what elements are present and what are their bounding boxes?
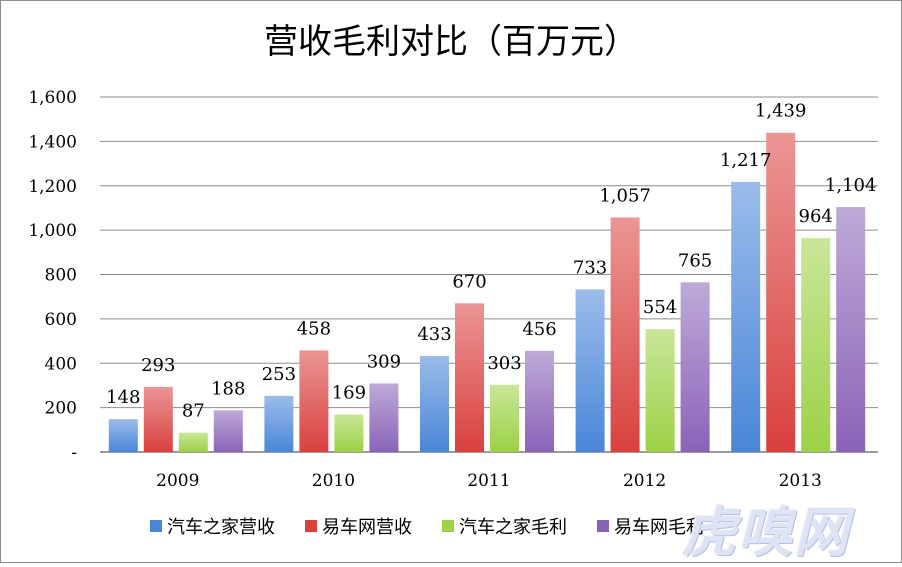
data-label: 458 (297, 318, 331, 339)
x-tick-label: 2009 (156, 471, 199, 491)
y-tick-label: 1,400 (28, 132, 77, 152)
bar (178, 432, 208, 452)
legend-swatch (150, 520, 162, 532)
bar (369, 383, 399, 452)
y-tick-label: 800 (45, 266, 77, 286)
y-axis-ticks: - 200 400 600 800 1,000 1,200 1,400 1,600 (28, 88, 77, 463)
data-label: 456 (522, 319, 556, 340)
bar (108, 419, 138, 452)
data-label: 1,439 (755, 101, 807, 122)
watermark-logo: 虎嗅网 (682, 501, 850, 564)
legend: 汽车之家营收 易车网营收 汽车之家毛利 易车网毛利 (150, 513, 770, 539)
data-label: 765 (678, 250, 712, 271)
data-label: 87 (182, 401, 205, 422)
bars (108, 132, 866, 453)
legend-swatch (442, 520, 454, 532)
bar (731, 181, 761, 452)
data-label: 293 (141, 355, 175, 376)
data-label: 253 (262, 364, 296, 385)
legend-item: 汽车之家营收 (150, 513, 275, 539)
legend-swatch (305, 520, 317, 532)
x-axis-ticks: 2009 2010 2011 2012 2013 (156, 471, 822, 491)
data-label: 188 (211, 378, 245, 399)
data-label: 309 (367, 351, 401, 372)
bar (264, 395, 294, 452)
legend-label: 易车网营收 (322, 517, 412, 538)
bar (575, 289, 605, 452)
bar (213, 410, 243, 452)
bar (525, 350, 554, 452)
bar (645, 329, 675, 452)
x-tick-label: 2010 (312, 471, 355, 491)
bar (455, 303, 484, 452)
data-label: 964 (799, 206, 833, 227)
y-tick-label: 600 (45, 310, 77, 330)
bar (680, 282, 710, 452)
x-tick-label: 2013 (779, 471, 822, 491)
data-label: 303 (487, 353, 521, 374)
y-tick-label: 200 (45, 399, 77, 419)
bar (610, 217, 640, 452)
data-label: 1,217 (720, 150, 772, 171)
data-label: 670 (452, 271, 486, 292)
bar (766, 132, 796, 453)
y-tick-label: 1,200 (28, 177, 77, 197)
bar (334, 414, 364, 452)
bar (420, 355, 449, 452)
chart-title: 营收毛利对比（百万元） (264, 22, 638, 62)
data-label: 1,057 (599, 185, 651, 206)
y-tick-label: 400 (45, 354, 77, 374)
legend-label: 易车网毛利 (614, 517, 704, 538)
y-tick-label: 1,000 (28, 221, 77, 241)
bar (801, 238, 831, 452)
legend-label: 汽车之家营收 (167, 517, 275, 538)
legend-item: 汽车之家毛利 (442, 513, 567, 539)
data-label: 433 (417, 324, 451, 345)
x-tick-label: 2011 (467, 471, 510, 491)
bar (490, 384, 519, 452)
y-tick-label: - (71, 443, 77, 463)
data-label: 148 (106, 387, 140, 408)
legend-item: 易车网毛利 (597, 513, 704, 539)
data-label: 554 (643, 297, 677, 318)
legend-item: 易车网营收 (305, 513, 412, 539)
y-tick-label: 1,600 (28, 88, 77, 108)
bar (836, 207, 866, 452)
bar (143, 386, 173, 452)
x-tick-label: 2012 (623, 471, 666, 491)
bar (299, 350, 329, 452)
data-label: 733 (573, 257, 607, 278)
legend-swatch (597, 520, 609, 532)
legend-label: 汽车之家毛利 (459, 517, 567, 538)
data-label: 1,104 (825, 175, 877, 196)
data-label: 169 (332, 383, 366, 404)
